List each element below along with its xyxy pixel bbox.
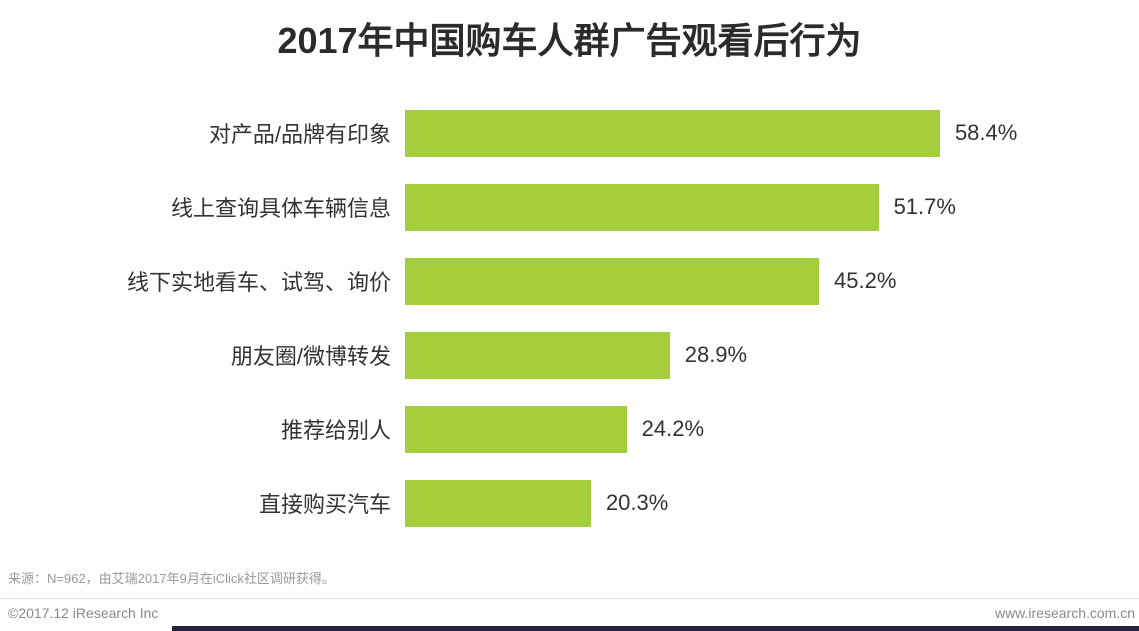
chart-title: 2017年中国购车人群广告观看后行为	[277, 20, 862, 61]
bar-track: 20.3%	[405, 466, 1139, 540]
bar	[405, 109, 940, 157]
bar-category-label: 对产品/品牌有印象	[208, 122, 391, 147]
bar-value-label: 20.3%	[605, 490, 669, 515]
bar	[405, 183, 879, 231]
chart-row: 直接购买汽车 20.3%	[0, 466, 1139, 540]
chart-row: 线上查询具体车辆信息 51.7%	[0, 170, 1139, 244]
bar-value-label: 51.7%	[893, 194, 956, 219]
bar-category-label: 朋友圈/微博转发	[230, 344, 391, 369]
chart-row: 朋友圈/微博转发 28.9%	[0, 318, 1139, 392]
bar-category-label: 推荐给别人	[280, 418, 391, 443]
bar-track: 24.2%	[405, 392, 1139, 466]
bar	[405, 405, 627, 453]
bar-track: 28.9%	[405, 318, 1139, 392]
bar	[405, 479, 591, 527]
bar-track: 51.7%	[405, 170, 1139, 244]
bar-value-label: 45.2%	[834, 268, 897, 293]
footer-bar: ©2017.12 iResearch Inc www.iresearch.com…	[0, 598, 1139, 626]
chart-row: 对产品/品牌有印象 58.4%	[0, 96, 1139, 170]
website-text: www.iresearch.com.cn	[994, 604, 1135, 621]
bar-value-label: 58.4%	[954, 120, 1018, 145]
chart-row: 推荐给别人 24.2%	[0, 392, 1139, 466]
chart-row: 线下实地看车、试驾、询价 45.2%	[0, 244, 1139, 318]
bar	[405, 331, 670, 379]
bar-category-label: 直接购买汽车	[258, 492, 391, 517]
bar-value-label: 28.9%	[684, 342, 748, 367]
bar-track: 45.2%	[405, 244, 1139, 318]
bar-category-label: 线下实地看车、试驾、询价	[126, 270, 391, 295]
bar-value-label: 24.2%	[641, 416, 705, 441]
bar-chart: 对产品/品牌有印象 58.4% 线上查询具体车辆信息 51.7% 线下实地看车、试驾、询…	[0, 96, 1139, 540]
bar	[405, 257, 820, 305]
bar-track: 58.4%	[405, 96, 1139, 170]
copyright-text: ©2017.12 iResearch Inc	[8, 604, 159, 621]
source-note: 来源：N=962，由艾瑞2017年9月在iClick社区调研获得。	[8, 571, 335, 586]
bar-category-label: 线上查询具体车辆信息	[170, 196, 391, 221]
bottom-accent-strip	[172, 626, 1139, 631]
